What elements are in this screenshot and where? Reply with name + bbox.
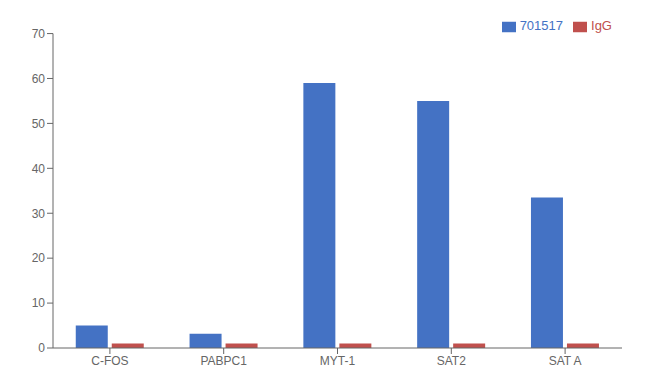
- html-text:IgG: IgG: [591, 18, 612, 33]
- svg-text:40: 40: [32, 162, 46, 176]
- svg-text:MYT-1: MYT-1: [320, 354, 356, 368]
- html-text:701517: 701517: [519, 18, 563, 33]
- svg-text:C-FOS: C-FOS: [91, 354, 128, 368]
- svg-text:20: 20: [32, 251, 46, 265]
- svg-text:60: 60: [32, 72, 46, 86]
- svg-text:PABPC1: PABPC1: [200, 354, 247, 368]
- svg-text:30: 30: [32, 207, 46, 221]
- svg-text:SAT A: SAT A: [549, 354, 582, 368]
- svg-text:70: 70: [32, 27, 46, 41]
- svg-text:SAT2: SAT2: [437, 354, 466, 368]
- svg-text:0: 0: [38, 341, 45, 355]
- svg-text:50: 50: [32, 117, 46, 131]
- svg-text:10: 10: [32, 296, 46, 310]
